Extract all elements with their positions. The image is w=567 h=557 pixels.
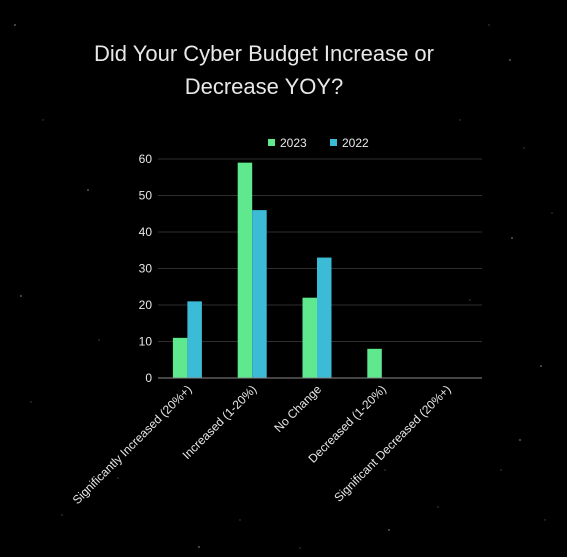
star-dot bbox=[30, 401, 32, 403]
star-dot bbox=[459, 119, 461, 121]
y-tick-label: 50 bbox=[139, 189, 153, 203]
star-dot bbox=[98, 339, 100, 341]
star-dot bbox=[384, 469, 386, 471]
bar-2022-1 bbox=[252, 210, 267, 378]
legend: 2023 2022 bbox=[268, 136, 369, 150]
y-tick-label: 30 bbox=[139, 262, 153, 276]
chart-title-line-2: Decrease YOY? bbox=[185, 74, 344, 99]
bar-2023-0 bbox=[172, 337, 188, 378]
star-dot bbox=[387, 528, 391, 532]
legend-swatch-2023 bbox=[268, 139, 275, 146]
starfield-background bbox=[13, 23, 553, 549]
bar-2023-3 bbox=[367, 348, 382, 378]
bar-2022-2 bbox=[317, 257, 332, 378]
star-dot bbox=[42, 119, 44, 121]
y-axis: 0 10 20 30 40 50 60 bbox=[139, 152, 153, 385]
star-dot bbox=[500, 469, 502, 471]
star-dot bbox=[469, 299, 471, 301]
star-dot bbox=[508, 58, 512, 62]
legend-label-2022: 2022 bbox=[342, 136, 369, 150]
bar-2022-0 bbox=[187, 301, 202, 378]
star-dot bbox=[197, 545, 201, 549]
y-tick-label: 60 bbox=[139, 152, 153, 166]
bar-2023-2 bbox=[302, 297, 317, 378]
star-dot bbox=[86, 188, 90, 192]
star-dot bbox=[510, 236, 514, 240]
bars bbox=[172, 162, 382, 378]
star-dot bbox=[437, 506, 439, 508]
star-dot bbox=[299, 547, 301, 549]
star-dot bbox=[551, 212, 553, 214]
y-tick-label: 10 bbox=[139, 335, 153, 349]
star-dot bbox=[488, 24, 490, 26]
y-tick-label: 0 bbox=[145, 371, 152, 385]
star-dot bbox=[523, 147, 525, 149]
bar-2023-1 bbox=[237, 162, 253, 378]
legend-label-2023: 2023 bbox=[280, 136, 307, 150]
legend-swatch-2022 bbox=[330, 139, 337, 146]
star-dot bbox=[61, 514, 63, 516]
star-dot bbox=[544, 519, 546, 521]
star-dot bbox=[117, 477, 119, 479]
star-dot bbox=[19, 294, 23, 298]
star-dot bbox=[13, 23, 17, 27]
star-dot bbox=[239, 519, 241, 521]
y-tick-label: 20 bbox=[139, 298, 153, 312]
y-tick-label: 40 bbox=[139, 225, 153, 239]
star-dot bbox=[539, 364, 543, 368]
chart-title-line-1: Did Your Cyber Budget Increase or bbox=[94, 41, 434, 66]
star-dot bbox=[518, 438, 522, 442]
